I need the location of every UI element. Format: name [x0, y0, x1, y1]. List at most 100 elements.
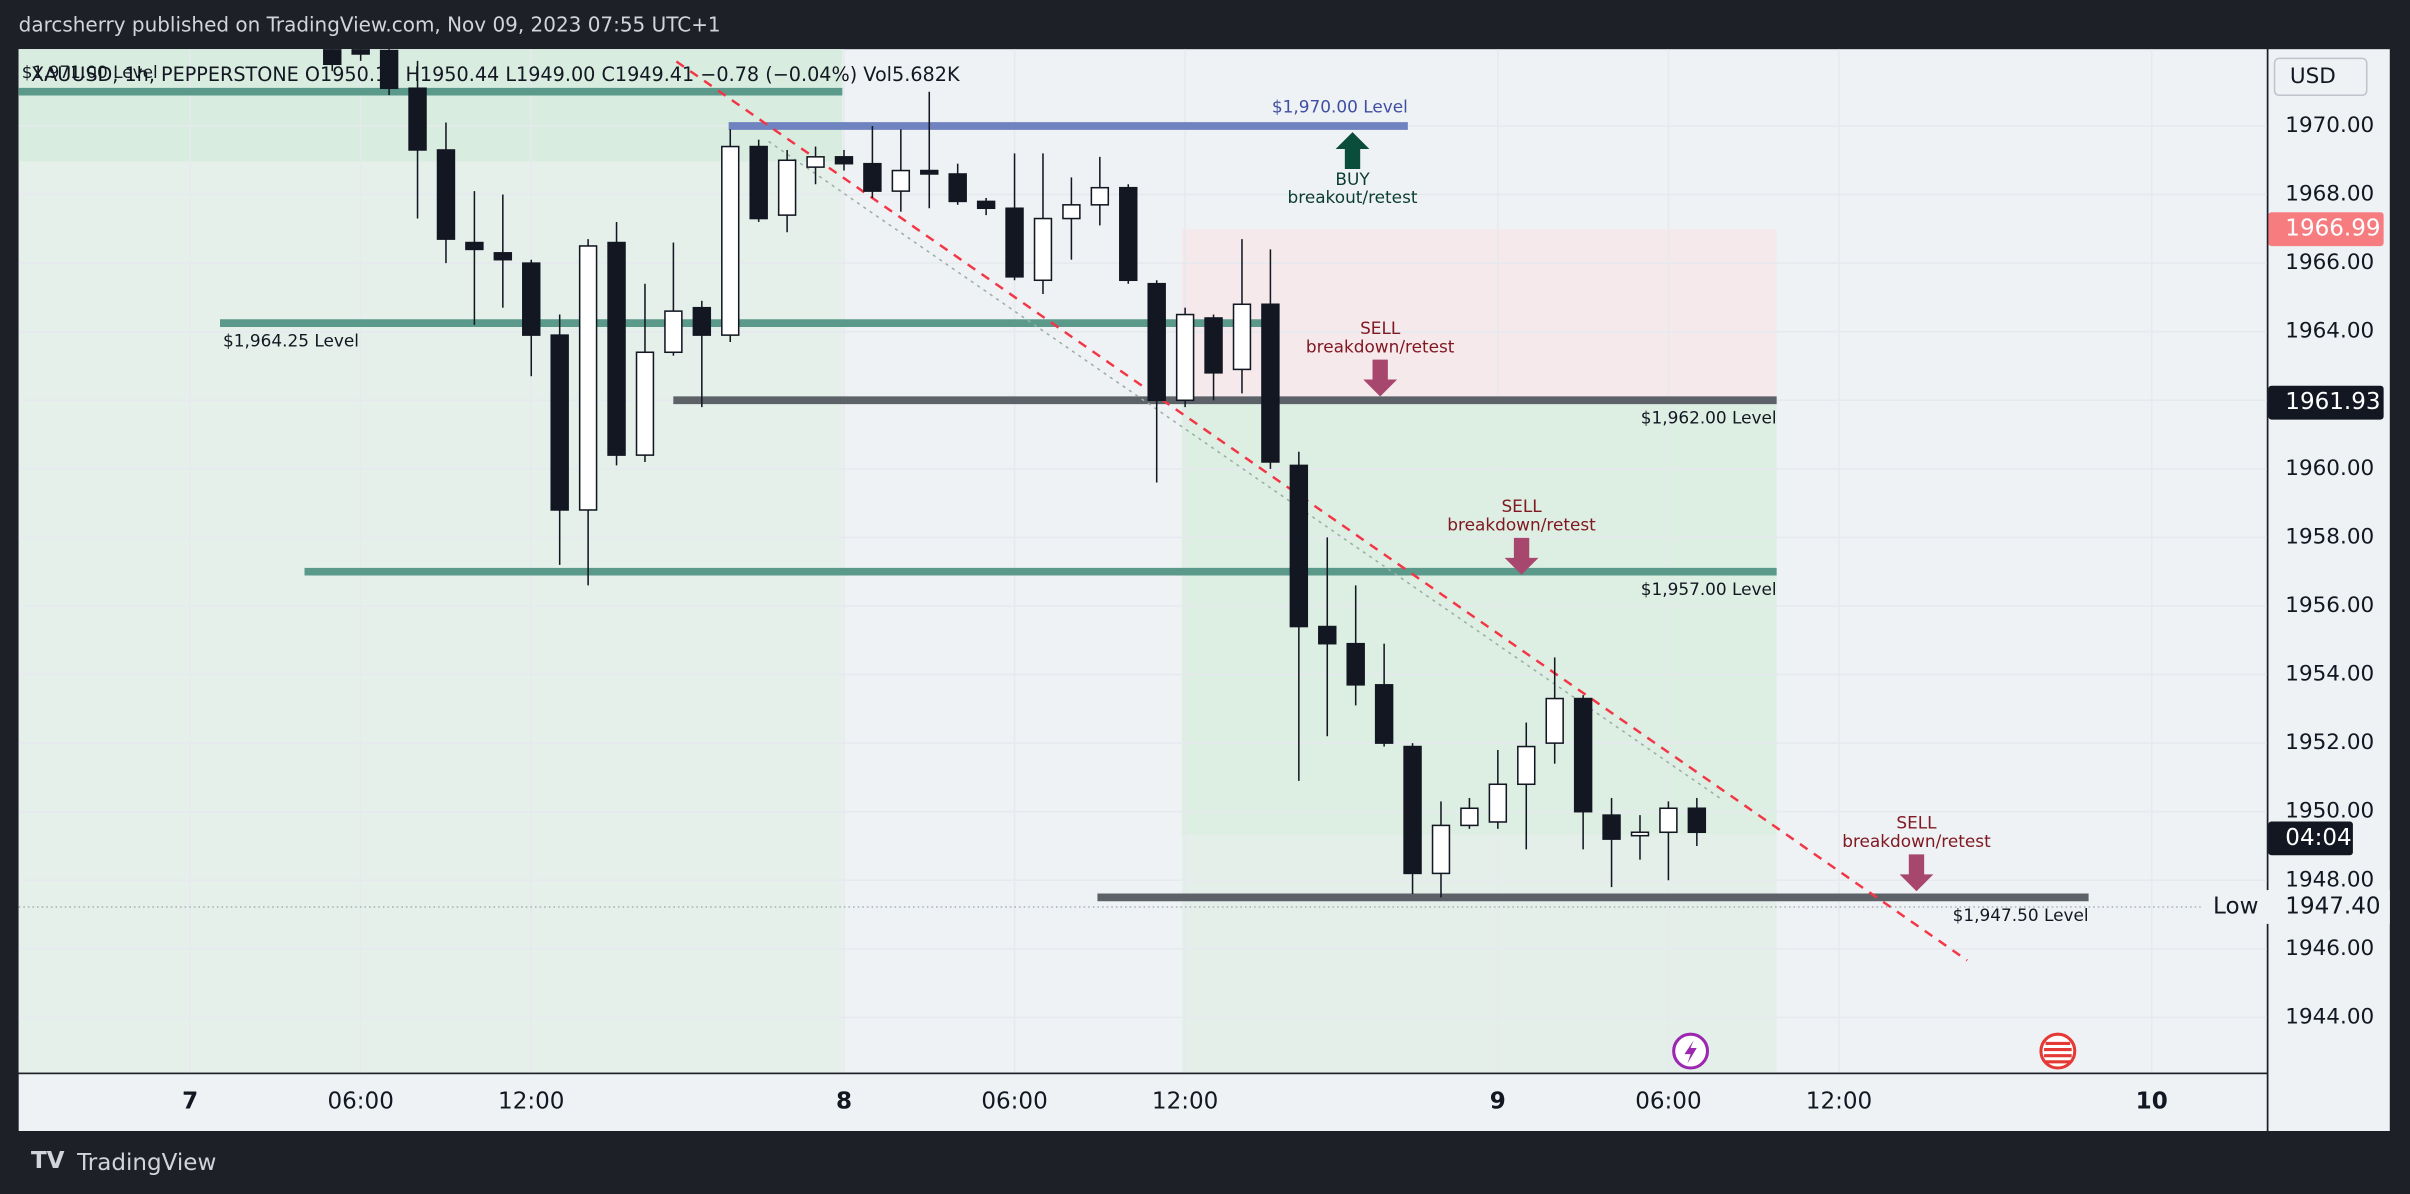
zone-target: [1181, 404, 1777, 835]
candle-body: [1005, 207, 1024, 278]
candle-body: [1659, 807, 1678, 834]
x-tick-label: 12:00: [498, 1088, 564, 1114]
candle-body: [1147, 282, 1166, 402]
x-tick-label: 06:00: [327, 1088, 393, 1114]
zone-sell: [1181, 228, 1777, 405]
price-axis: [2268, 49, 2390, 1131]
candle-body: [1488, 783, 1508, 823]
candle-body: [891, 169, 911, 192]
candle-body: [1090, 186, 1110, 206]
price-tag-label: 1966.99: [2285, 216, 2380, 242]
candle-body: [1602, 814, 1621, 840]
candle-body: [1573, 697, 1593, 813]
candle-body: [1687, 807, 1707, 834]
flag-icon: [2044, 1041, 2072, 1064]
candle-body: [834, 156, 854, 165]
candle-body: [721, 145, 740, 336]
candle-body: [692, 306, 712, 336]
signal-text: breakdown/retest: [1447, 515, 1596, 535]
currency[interactable]: USD: [2290, 64, 2336, 89]
candle-body: [1460, 807, 1479, 827]
candle-body: [351, 49, 370, 55]
signal-action: SELL: [1360, 318, 1401, 338]
y-tick-label: 1944.00: [2285, 1004, 2374, 1029]
candle-body: [749, 145, 768, 220]
candle-body: [1517, 745, 1536, 786]
level-label: $1,957.00 Level: [1641, 579, 1777, 599]
y-tick-label: 1952.00: [2285, 730, 2374, 755]
candle-body: [920, 169, 939, 175]
candle-body: [1289, 464, 1309, 628]
signal-arrow: [1504, 537, 1539, 575]
candle-body: [1630, 831, 1650, 837]
level-label: $1,971.00 Level: [22, 62, 158, 82]
y-tick-label: 1950.00: [2285, 799, 2374, 824]
signal-text: breakout/retest: [1288, 187, 1418, 207]
candle-body: [1374, 684, 1394, 744]
signal-action: SELL: [1501, 496, 1542, 516]
y-tick-label: 1970.00: [2285, 113, 2374, 138]
candle-body: [1403, 745, 1422, 875]
time-axis: [18, 1074, 2267, 1131]
candle-body: [607, 241, 626, 456]
countdown-tag: [2268, 821, 2353, 856]
low-tag: [2200, 890, 2390, 924]
trendline: [675, 60, 1968, 962]
candle-body: [1261, 303, 1280, 463]
candle-body: [863, 162, 882, 192]
candle-body: [1119, 186, 1138, 282]
candle-body: [1204, 317, 1223, 374]
signal-arrow: [1899, 854, 1934, 892]
price-tag-label: 1961.93: [2285, 389, 2380, 415]
candle-body: [379, 49, 399, 90]
low-note: Low: [2213, 893, 2258, 919]
candle-body: [664, 310, 683, 354]
candle-body: [1232, 303, 1252, 371]
candle-body: [1318, 625, 1337, 645]
y-tick-label: 1968.00: [2285, 182, 2374, 207]
currency-button[interactable]: [2273, 57, 2368, 97]
logo-mark: 𝗧𝗩: [31, 1148, 65, 1174]
y-tick-label: 1946.00: [2285, 936, 2374, 961]
candle-body: [976, 200, 996, 210]
y-tick-label: 1958.00: [2285, 524, 2374, 549]
signal-action: SELL: [1896, 813, 1937, 833]
price-tag: [2268, 385, 2384, 420]
candle-body: [948, 173, 967, 203]
zone-left: [18, 49, 843, 1073]
x-tick-label: 12:00: [1806, 1088, 1872, 1114]
candle-body: [1346, 642, 1365, 686]
x-tick-label: 06:00: [981, 1088, 1047, 1114]
candle-body: [635, 351, 655, 456]
candle-body: [493, 252, 513, 261]
symbol-legend: XAUUSD, 1h, PEPPERSTONE O1950.19 H1950.4…: [31, 63, 960, 86]
header: darcsherry published on TradingView.com,…: [19, 13, 721, 37]
zone-top: [18, 49, 843, 162]
candle-body: [777, 159, 797, 216]
candle-body: [1062, 204, 1081, 220]
x-tick-label: 7: [182, 1088, 198, 1114]
price-tag-label: 1947.40: [2285, 893, 2380, 919]
x-tick-label: 10: [2136, 1088, 2168, 1114]
candle-body: [465, 241, 484, 251]
level-label: $1,962.00 Level: [1641, 408, 1777, 428]
y-tick-label: 1956.00: [2285, 593, 2374, 618]
signal-arrow: [1363, 359, 1398, 397]
x-tick-label: 12:00: [1152, 1088, 1218, 1114]
candle-body: [323, 49, 342, 66]
y-tick-label: 1948.00: [2285, 867, 2374, 892]
candle-body: [1431, 824, 1451, 875]
signal-text: breakdown/retest: [1842, 831, 1991, 851]
level-label: $1,947.50 Level: [1953, 905, 2089, 925]
candle-body: [408, 87, 427, 151]
level-label: $1,964.25 Level: [223, 331, 359, 351]
candle-body: [1545, 697, 1564, 744]
x-tick-label: 06:00: [1635, 1088, 1701, 1114]
candle-body: [578, 245, 598, 511]
candle-body: [550, 334, 569, 511]
candle-body: [522, 262, 541, 336]
level-label: $1,970.00 Level: [1272, 97, 1408, 117]
candle-body: [1175, 313, 1195, 402]
plot-layer: $1,971.00 Level $1,970.00 Level $1,964.25 …: [18, 49, 2267, 1073]
